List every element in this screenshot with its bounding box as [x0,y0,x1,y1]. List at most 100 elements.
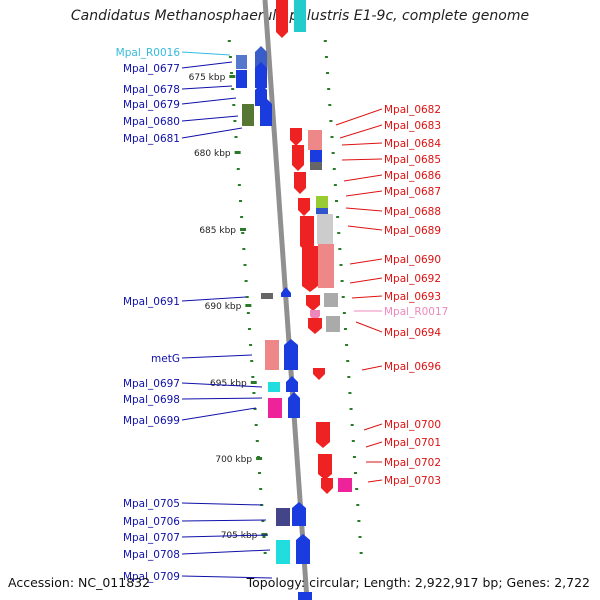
gene-label-right: Mpal_0700 [384,419,441,431]
gene-label-left: Mpal_R0016 [116,47,181,59]
leader-line [363,423,383,431]
gene-label-left: Mpal_0697 [123,378,180,390]
gene-label-left: Mpal_0678 [123,84,180,96]
gene-arrow [316,422,330,448]
gene-label-right: Mpal_0685 [384,154,441,166]
leader-line [181,115,239,122]
gene-label-right: Mpal_0687 [384,186,441,198]
gene-label-left: Mpal_0707 [123,532,180,544]
leader-line [355,321,383,333]
gene-arrow [284,339,298,370]
gene-arrow [286,376,298,392]
gene-label-right: Mpal_0702 [384,457,441,469]
gene-block [298,592,312,600]
gene-arrow [318,454,332,480]
gene-block [265,340,279,370]
accession-text: Accession: NC_011832 [8,575,151,590]
gene-block [324,293,338,307]
kbp-tick-label: 695 kbp [210,379,247,389]
leader-line [339,124,383,139]
gene-block [236,55,247,69]
gene-block [308,130,322,150]
gene-label-right: Mpal_0682 [384,104,441,116]
gene-label-left: Mpal_0699 [123,415,180,427]
gene-label-right: Mpal_0694 [384,327,441,339]
leader-line [181,97,237,105]
gene-label-right: Mpal_0690 [384,254,441,266]
kbp-tick-label: 675 kbp [189,73,226,83]
gene-block [242,104,254,126]
gene-arrow [306,295,320,311]
kbp-tick-label: 700 kbp [215,455,252,465]
kbp-tick-mark [261,533,268,536]
gene-arrow [276,0,288,38]
gene-block [236,70,247,88]
gene-label-left: Mpal_0677 [123,63,180,75]
gene-label-left: Mpal_0681 [123,133,180,145]
gene-arrow [255,46,267,68]
gene-label-right: Mpal_0684 [384,138,441,150]
gene-arrow [292,145,304,171]
kbp-tick-mark [240,228,247,231]
gene-arrow [290,128,302,146]
gene-arrow [255,62,267,88]
gene-label-left: Mpal_0691 [123,296,180,308]
leader-line [181,397,263,400]
gene-label-right: Mpal_0688 [384,206,441,218]
leader-line [345,207,383,212]
gene-label-right: Mpal_0686 [384,170,441,182]
gene-block [268,382,280,392]
gene-block [326,316,340,332]
gene-arrow [302,246,318,292]
gene-label-right: Mpal_0692 [384,273,441,285]
kbp-tick-mark [229,75,236,78]
gene-label-right: Mpal_0696 [384,361,441,373]
kbp-tick-mark [234,151,241,154]
gene-block [317,214,333,244]
gene-arrow [281,287,291,297]
gene-label-left: Mpal_0705 [123,498,180,510]
gene-arrow [321,478,333,494]
gene-block [268,398,282,418]
leader-line [181,354,253,359]
leader-line [181,575,273,579]
genome-backbone [262,0,310,600]
gene-block [338,478,352,492]
gene-label-right: Mpal_0703 [384,475,441,487]
gene-label-left: Mpal_0709 [123,571,180,583]
leader-line [181,296,247,302]
leader-line [345,190,383,197]
gene-label-left: metG [151,353,180,365]
leader-line [365,441,383,448]
leader-line [335,108,383,126]
gene-arrow [308,318,322,334]
gene-arrow [294,172,306,194]
gene-label-left: Mpal_0706 [123,516,180,528]
leader-line [181,382,263,388]
gene-block [316,208,328,214]
leader-line [181,127,243,139]
gene-arrow [288,392,300,418]
gene-label-right: Mpal_0683 [384,120,441,132]
gene-block [318,244,334,288]
gene-block [294,0,306,32]
leader-line [181,549,271,555]
kbp-tick-label: 690 kbp [205,302,242,312]
gene-arrow [260,98,272,126]
gene-label-right: Mpal_0701 [384,437,441,449]
gene-block [261,293,273,299]
gene-arrow [313,368,325,380]
gene-label-left: Mpal_0708 [123,549,180,561]
kbp-tick-label: 680 kbp [194,149,231,159]
gene-label-right: Mpal_0689 [384,225,441,237]
gene-label-left: Mpal_0679 [123,99,180,111]
leader-line [349,277,383,284]
leader-line [181,534,269,538]
gene-block [316,196,328,208]
kbp-tick-label: 685 kbp [199,226,236,236]
gene-block [276,540,290,564]
leader-line [181,407,257,421]
scale-dots-right [323,40,363,554]
leader-line [349,258,383,265]
